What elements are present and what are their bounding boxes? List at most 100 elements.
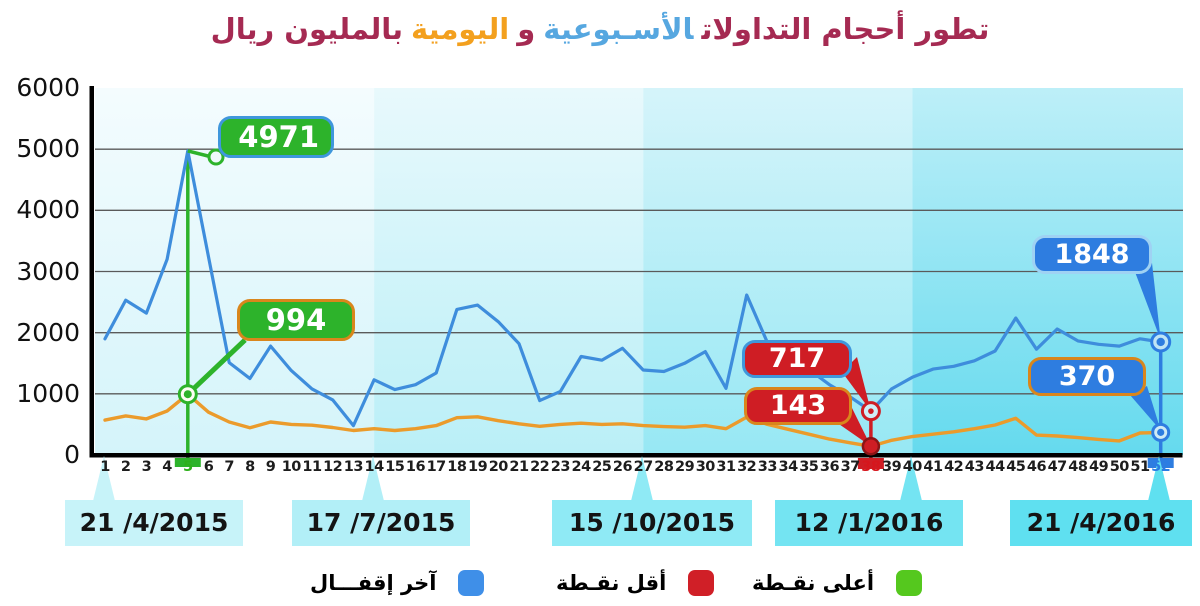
chart-title: تطور أحجام التداولاتالأسـبوعيةواليوميةبا… [0,12,1200,46]
lowest-weekly-marker-icon-dot [868,408,874,414]
x-axis-label-6: 6 [203,459,214,475]
x-axis-label-18: 18 [447,459,467,475]
legend-label-last-close: آخر إقفـــال [310,571,437,595]
callout-last-close-weekly: 1848 [1032,235,1152,274]
title-weekly-word: الأسـبوعية [543,12,694,46]
x-axis-label-1: 1 [100,459,110,475]
highest-daily-marker-icon-dot [183,390,192,399]
x-axis-label-33: 33 [757,459,778,475]
y-tick-0: 0 [64,440,80,469]
x-axis-label-50: 50 [1109,459,1130,475]
weekly-series-line [103,149,1163,428]
x-axis-label-43: 43 [964,459,985,475]
legend-swatch-red-icon [688,570,715,596]
x-axis-label-32: 32 [737,459,757,475]
date-label: 15 /10/2015 [568,508,736,537]
x-axis-labels: 1 2 3 4 5 6 7 8 9 10 11 12 13 14 15 16 17 18 19 20 21 22 23 24 2… [95,459,1190,479]
x-axis-label-51: 51 [1130,459,1150,475]
x-axis-label-27: 27 [633,459,654,475]
legend-swatch-blue-icon [458,570,485,596]
x-axis-label-17: 17 [426,459,447,475]
x-axis-label-49: 49 [1089,459,1109,475]
date-box-2: 17 /7/2015 [292,456,470,546]
x-axis-label-7: 7 [224,459,234,475]
x-axis-label-46: 46 [1026,459,1047,475]
callout-highest-weekly: 4971 [218,116,334,158]
date-label: 21 /4/2016 [1026,508,1176,537]
x-axis-label-45: 45 [1006,459,1026,475]
x-axis-label-9: 9 [265,459,276,475]
callout-highest-daily: 994 [237,299,355,341]
y-tick-6000: 6000 [16,73,80,102]
x-axis-line [89,453,1183,458]
date-label: 12 /1/2016 [794,508,944,537]
date-label: 21 /4/2015 [79,508,229,537]
x-axis-label-30: 30 [695,459,716,475]
y-axis-line [89,86,94,457]
x-axis-label-31: 31 [716,459,736,475]
x-axis-label-36: 36 [819,459,840,475]
x-axis-label-40: 40 [902,459,923,475]
x-axis-label-13: 13 [343,459,364,475]
x-axis-label-25: 25 [592,459,612,475]
callout-994-leader [186,338,247,397]
x-axis-label-19: 19 [468,459,488,475]
y-tick-4000: 4000 [16,195,80,224]
x-axis-label-41: 41 [923,459,943,475]
x-axis-label-15: 15 [385,459,405,475]
date-box-1: 21 /4/2015 [65,456,243,546]
y-tick-1000: 1000 [16,379,80,408]
x-axis-label-28: 28 [654,459,674,475]
legend-label-highest-point: أعلى نقـطة [752,571,875,595]
date-pointer-icon [900,456,922,501]
date-box-4: 12 /1/2016 [775,456,963,546]
x-axis-label-44: 44 [985,459,1006,475]
x-axis-label-12: 12 [323,459,343,475]
last-daily-marker-icon-dot [1157,428,1165,436]
callout-last-close-daily: 370 [1028,357,1146,396]
legend-item-lowest-point: أقل نقـطة [556,568,715,598]
lowest-week-tick [857,458,884,469]
x-axis-label-3: 3 [141,459,152,475]
x-axis-label-2: 2 [120,459,131,475]
x-axis-label-52: 52 [1151,459,1171,475]
y-tick-2000: 2000 [16,318,80,347]
x-axis-label-34: 34 [778,459,799,475]
date-box-5: 21 /4/2016 [1010,456,1192,546]
title-suffix: بالمليون ريال [210,12,404,46]
date-pointer-icon [362,456,384,501]
title-daily-word: اليومية [411,12,510,46]
legend-item-last-close: آخر إقفـــال [310,568,485,598]
callout-lowest-weekly: 717 [742,340,852,378]
title-prefix: تطور أحجام التداولات [701,12,990,46]
callout-lowest-daily: 143 [744,387,852,425]
x-axis-label-16: 16 [405,459,426,475]
x-axis-label-14: 14 [364,459,385,475]
x-axis-label-21: 21 [509,459,529,475]
lowest-daily-marker-icon [861,437,881,456]
callout-4971-ring-icon [207,148,225,166]
x-axis-label-4: 4 [162,459,172,475]
last-weekly-marker-icon-dot [1156,337,1165,347]
date-pointer-icon [93,456,115,501]
x-axis-label-48: 48 [1068,459,1088,475]
x-axis-label-35: 35 [799,459,819,475]
x-axis-label-37: 37 [840,459,861,475]
legend-label-lowest-point: أقل نقـطة [556,571,667,595]
y-tick-3000: 3000 [16,257,80,286]
x-axis-label-38: 38 [861,459,881,475]
x-axis-label-29: 29 [675,459,695,475]
highest-week-tick [174,458,201,467]
date-box-3: 15 /10/2015 [552,456,752,546]
date-pointer-icon [1148,456,1170,501]
legend-item-highest-point: أعلى نقـطة [752,568,923,598]
x-axis-label-26: 26 [612,459,633,475]
x-axis-label-8: 8 [245,459,255,475]
y-tick-5000: 5000 [16,134,80,163]
x-axis-label-10: 10 [281,459,302,475]
x-axis-label-22: 22 [530,459,550,475]
callout-370-leader [1130,386,1161,431]
title-conjunction: و [517,12,536,46]
x-axis-label-11: 11 [302,459,322,475]
